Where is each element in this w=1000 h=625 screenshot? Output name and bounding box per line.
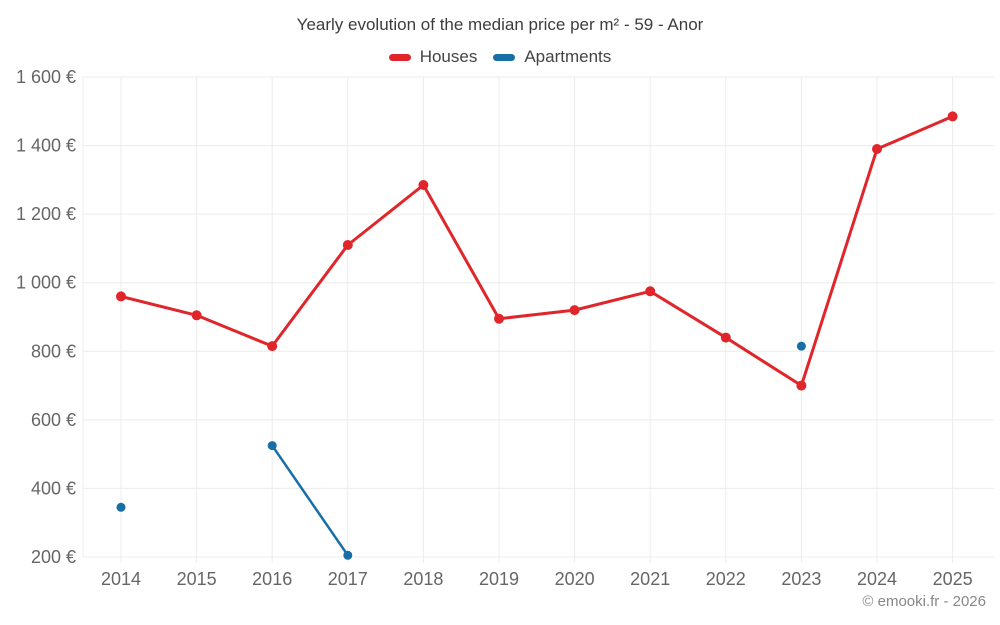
x-tick-label: 2015 <box>177 569 217 589</box>
data-point-houses-2021[interactable] <box>645 286 656 297</box>
x-tick-label: 2018 <box>403 569 443 589</box>
x-tick-label: 2021 <box>630 569 670 589</box>
y-tick-label: 1 000 € <box>16 273 76 293</box>
series-line-apartments <box>270 444 350 557</box>
data-point-houses-2022[interactable] <box>720 332 731 343</box>
x-tick-label: 2023 <box>781 569 821 589</box>
legend-label-houses: Houses <box>419 47 478 66</box>
y-tick-label: 800 € <box>31 341 76 361</box>
legend-item-houses[interactable]: Houses <box>388 47 478 67</box>
chart-title: Yearly evolution of the median price per… <box>296 15 704 34</box>
y-tick-label: 1 400 € <box>16 136 76 156</box>
y-tick-label: 400 € <box>31 478 76 498</box>
legend-label-apartments: Apartments <box>524 47 612 66</box>
data-point-apartments-2023[interactable] <box>796 341 806 351</box>
x-tick-label: 2017 <box>328 569 368 589</box>
data-point-apartments-2016[interactable] <box>267 441 277 451</box>
series-line-houses <box>119 114 955 388</box>
y-tick-label: 1 600 € <box>16 67 76 87</box>
x-tick-label: 2024 <box>857 569 897 589</box>
data-point-houses-2025[interactable] <box>947 111 958 122</box>
data-point-houses-2024[interactable] <box>872 144 882 154</box>
copyright-text: © emooki.fr - 2026 <box>862 593 986 610</box>
x-tick-label: 2020 <box>555 569 595 589</box>
x-tick-label: 2025 <box>933 569 973 589</box>
y-tick-label: 600 € <box>31 410 76 430</box>
y-tick-label: 200 € <box>31 547 76 567</box>
data-point-houses-2018[interactable] <box>418 180 429 190</box>
chart-legend: Houses Apartments <box>0 47 1000 67</box>
x-tick-label: 2022 <box>706 569 746 589</box>
data-point-houses-2014[interactable] <box>116 291 126 302</box>
data-point-houses-2020[interactable] <box>569 305 580 316</box>
data-point-apartments-2014[interactable] <box>116 502 126 512</box>
x-tick-label: 2019 <box>479 569 519 589</box>
data-point-apartments-2017[interactable] <box>343 550 353 560</box>
apartments-swatch-icon <box>493 53 516 61</box>
data-point-houses-2017[interactable] <box>342 240 353 250</box>
data-point-houses-2023[interactable] <box>796 380 807 391</box>
legend-item-apartments[interactable]: Apartments <box>493 47 611 67</box>
data-point-houses-2015[interactable] <box>191 310 202 321</box>
y-tick-label: 1 200 € <box>16 204 76 224</box>
houses-swatch-icon <box>388 53 411 61</box>
data-point-houses-2019[interactable] <box>494 313 504 324</box>
x-tick-label: 2014 <box>101 569 141 589</box>
data-point-houses-2016[interactable] <box>267 341 278 352</box>
x-tick-label: 2016 <box>252 569 292 589</box>
